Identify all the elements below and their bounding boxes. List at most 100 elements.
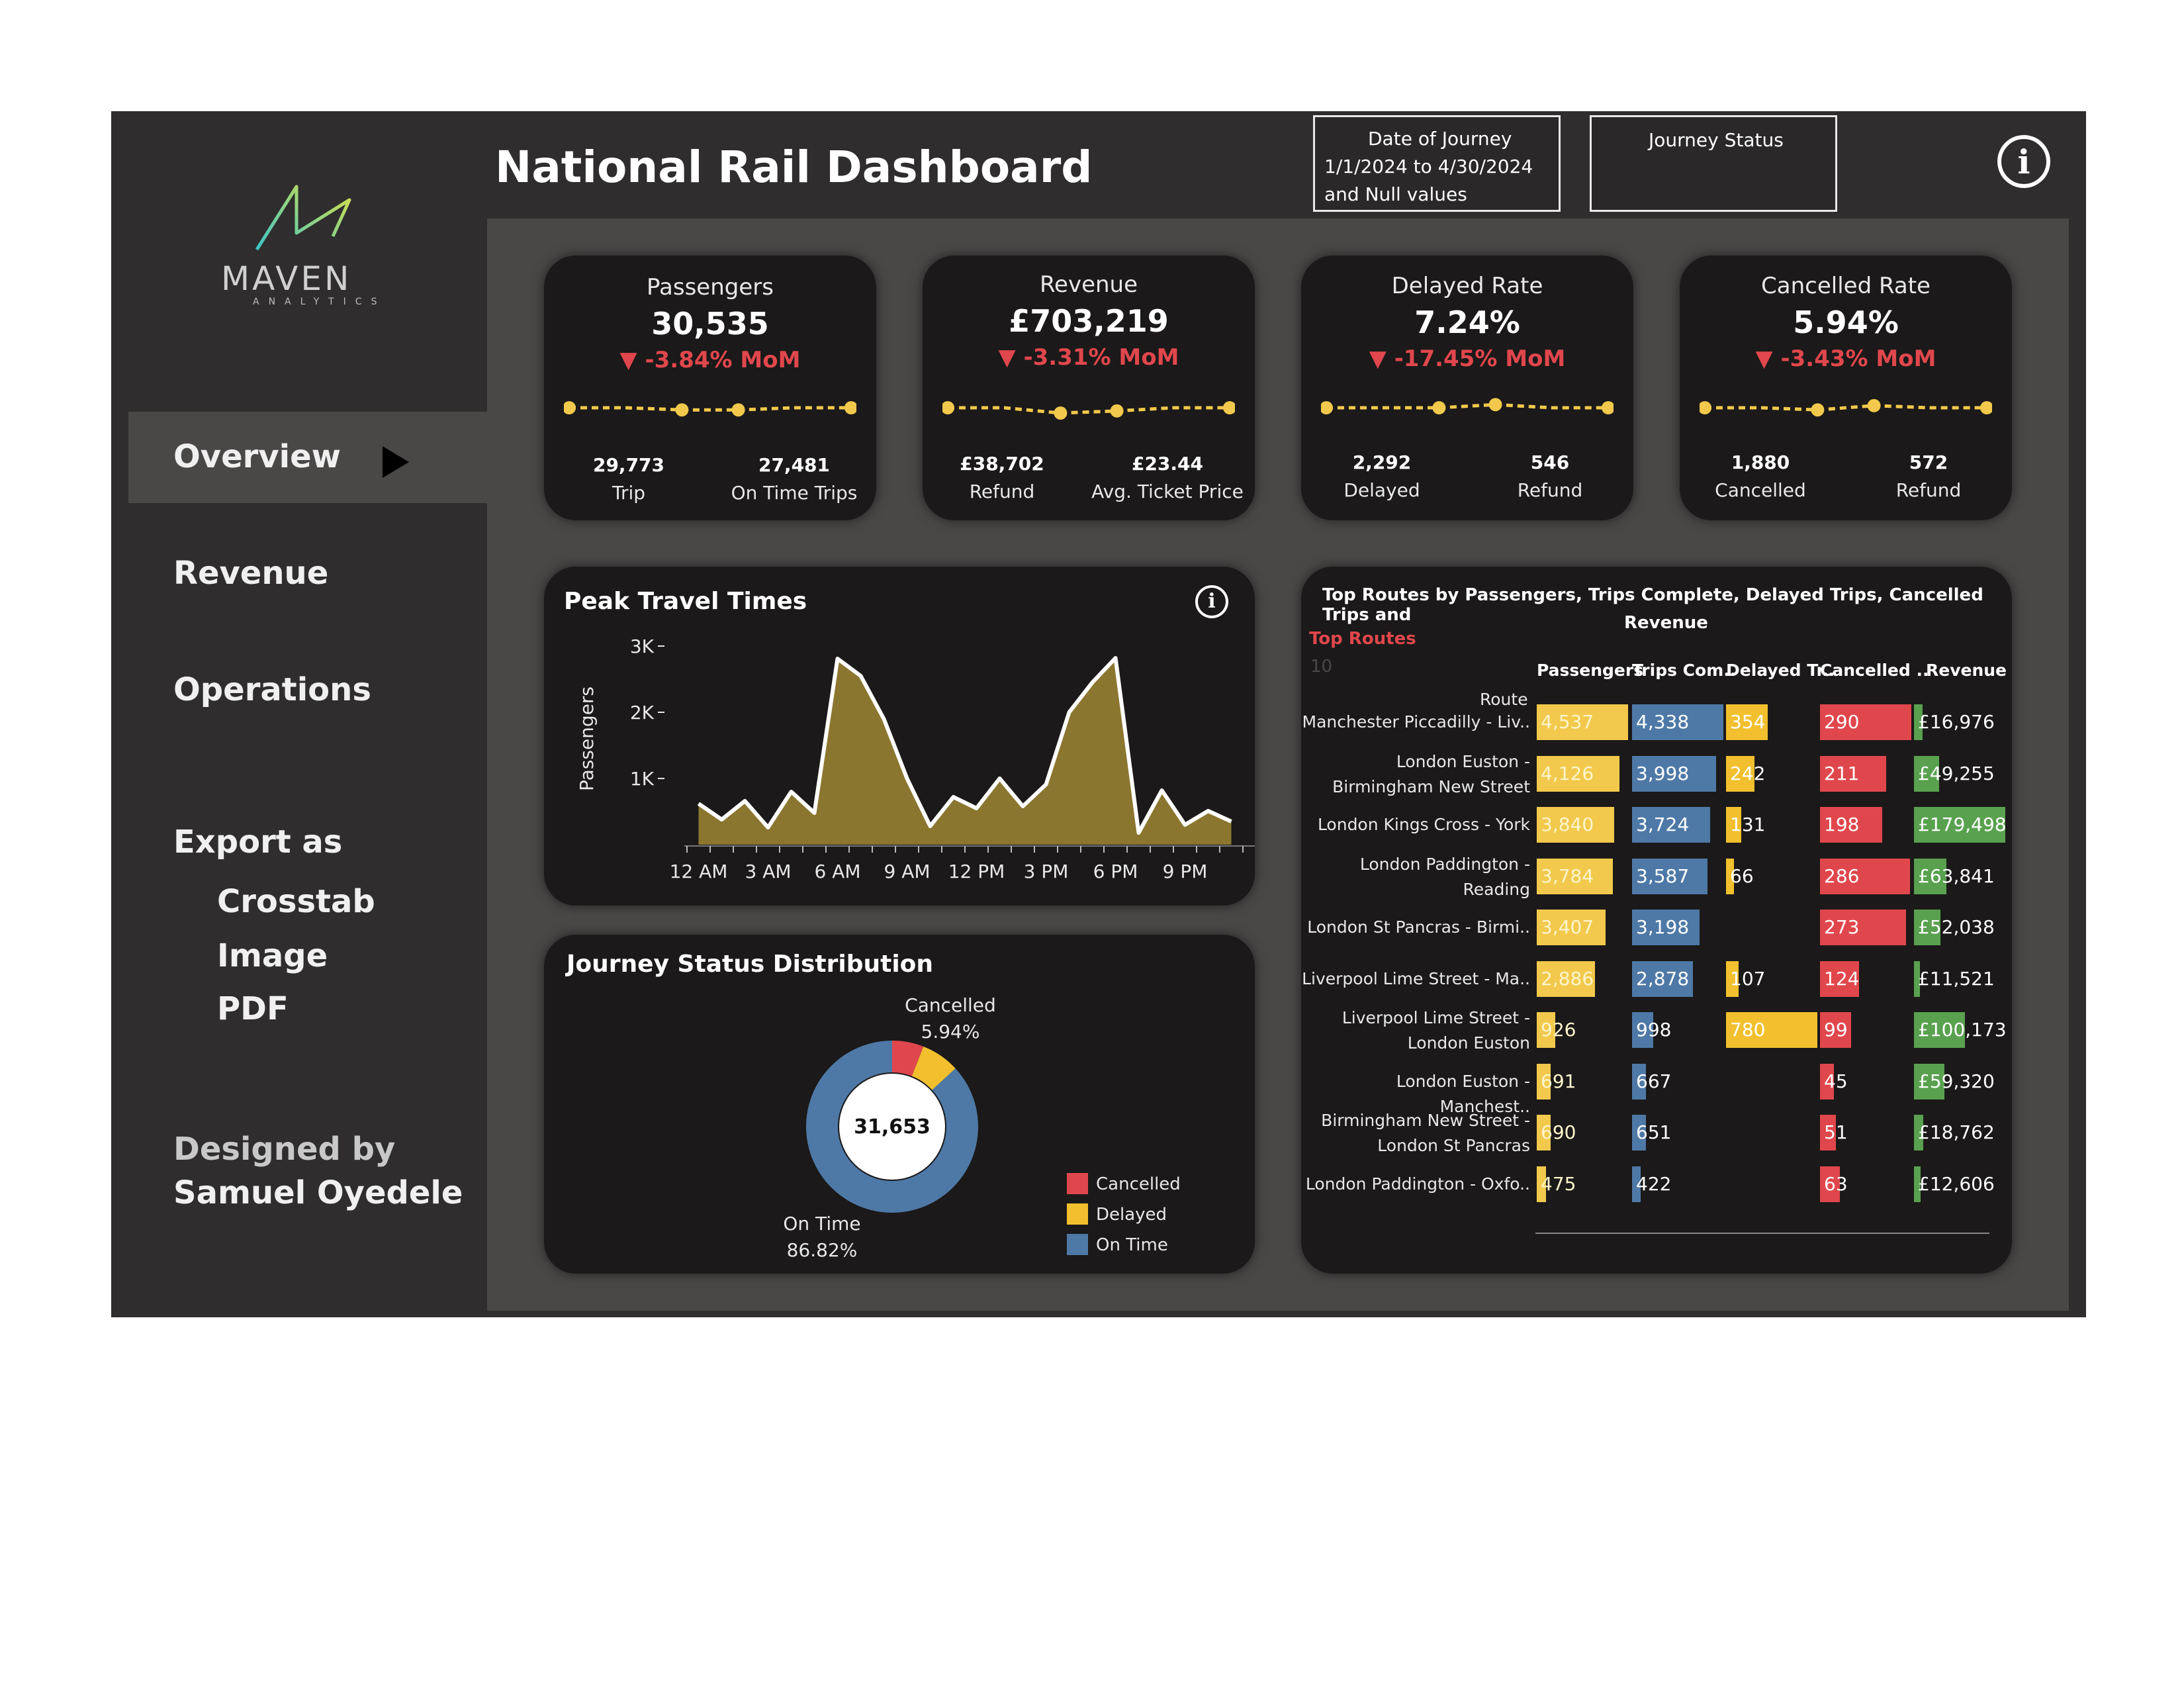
journey-status-filter[interactable]: Journey Status — [1590, 115, 1837, 212]
kpi-title: Cancelled Rate — [1761, 273, 1931, 299]
bar-trips[interactable] — [1632, 858, 1708, 894]
nav-operations[interactable]: Operations — [173, 671, 371, 708]
export-image[interactable]: Image — [217, 937, 328, 974]
date-filter-null: and Null values — [1324, 183, 1467, 205]
bar-passengers[interactable] — [1537, 807, 1614, 843]
down-triangle-icon: ▼ — [619, 347, 645, 373]
nav-revenue[interactable]: Revenue — [173, 555, 329, 592]
kpi-card-revenue: Revenue £703,219 ▼ -3.31% MoM £38,702 Re… — [923, 256, 1255, 520]
bar-label-trips: 3,998 — [1636, 762, 1690, 784]
bar-delayed[interactable] — [1726, 755, 1754, 792]
bar-cancelled[interactable] — [1820, 910, 1906, 945]
bar-cancelled[interactable] — [1820, 1063, 1835, 1100]
spark-point — [1110, 404, 1124, 418]
export-pdf[interactable]: PDF — [217, 990, 289, 1027]
route-name-line2: London St Pancras — [1377, 1136, 1530, 1155]
donut-center — [839, 1074, 945, 1180]
route-name-line2: London Euston — [1407, 1033, 1530, 1053]
bar-cancelled[interactable] — [1820, 1166, 1840, 1202]
bar-trips[interactable] — [1632, 807, 1711, 843]
bar-passengers[interactable] — [1537, 704, 1628, 740]
designed-by-label: Designed by — [173, 1131, 396, 1168]
bar-delayed[interactable] — [1726, 961, 1739, 997]
bar-revenue[interactable] — [1914, 961, 1920, 997]
x-tick-label: 9 AM — [884, 861, 930, 882]
export-crosstab[interactable]: Crosstab — [217, 883, 375, 920]
bar-passengers[interactable] — [1537, 755, 1620, 792]
bar-label-cancelled: 124 — [1824, 967, 1860, 990]
column-header[interactable]: Cancelled .. — [1820, 661, 1929, 680]
donut-slice-cancelled[interactable] — [892, 1041, 924, 1076]
bar-revenue[interactable] — [1914, 910, 1940, 945]
bar-trips[interactable] — [1632, 704, 1723, 740]
nav-overview[interactable]: Overview — [173, 438, 341, 475]
bar-label-revenue: £11,521 — [1918, 967, 1995, 990]
bar-delayed[interactable] — [1726, 807, 1742, 843]
down-triangle-icon: ▼ — [998, 344, 1024, 371]
bar-trips[interactable] — [1632, 1012, 1653, 1048]
spark-point — [1223, 401, 1235, 414]
bar-cancelled[interactable] — [1820, 1012, 1852, 1048]
bar-delayed[interactable] — [1726, 704, 1768, 740]
bar-cancelled[interactable] — [1820, 704, 1911, 740]
kpi-sub1-number: 1,880 — [1731, 451, 1790, 473]
bar-revenue[interactable] — [1914, 1115, 1924, 1150]
bar-delayed[interactable] — [1726, 1012, 1817, 1048]
bar-cancelled[interactable] — [1820, 858, 1911, 894]
info-icon[interactable]: i — [1997, 135, 2050, 188]
ontime-label: On Time — [783, 1213, 860, 1235]
bar-label-delayed: 242 — [1730, 762, 1766, 784]
bar-revenue[interactable] — [1914, 1166, 1921, 1202]
date-filter[interactable]: Date of Journey 1/1/2024 to 4/30/2024 an… — [1313, 115, 1561, 212]
x-tick-label: 12 AM — [670, 861, 728, 882]
panel-title: Peak Travel Times — [564, 588, 807, 615]
bar-trips[interactable] — [1632, 755, 1717, 792]
bar-cancelled[interactable] — [1820, 1115, 1837, 1150]
route-label: London Euston - Manchest.. — [1301, 1069, 1530, 1119]
column-header[interactable]: Revenue — [1926, 661, 2007, 680]
bar-revenue[interactable] — [1914, 1063, 1944, 1100]
bar-revenue[interactable] — [1914, 704, 1923, 740]
bar-label-revenue: £12,606 — [1918, 1172, 1995, 1195]
bar-delayed[interactable] — [1726, 858, 1734, 894]
kpi-sub2-label: Refund — [1895, 479, 1962, 501]
bar-cancelled[interactable] — [1820, 807, 1883, 843]
bar-passengers[interactable] — [1537, 961, 1595, 997]
bar-revenue[interactable] — [1914, 807, 2005, 843]
bar-passengers[interactable] — [1537, 858, 1614, 894]
column-header[interactable]: Delayed Tr.. — [1726, 661, 1835, 680]
top-routes-panel: Top Routes by Passengers, Trips Complete… — [1301, 567, 2012, 1274]
bar-cancelled[interactable] — [1820, 961, 1859, 997]
bar-passengers[interactable] — [1537, 1166, 1547, 1202]
logo-subtext: ANALYTICS — [253, 297, 387, 307]
bar-trips[interactable] — [1632, 1166, 1641, 1202]
bar-label-revenue: £100,173 — [1918, 1019, 2007, 1041]
bar-revenue[interactable] — [1914, 755, 1939, 792]
bar-passengers[interactable] — [1537, 910, 1606, 945]
bar-trips[interactable] — [1632, 910, 1700, 945]
bar-revenue[interactable] — [1914, 1012, 1965, 1048]
kpi-mom-text: -3.43% MoM — [1780, 346, 1936, 372]
bar-trips[interactable] — [1632, 1063, 1647, 1100]
donut-slice-on-time[interactable] — [806, 1041, 979, 1213]
bar-trips[interactable] — [1632, 1115, 1646, 1150]
bar-trips[interactable] — [1632, 961, 1693, 997]
bar-label-passengers: 926 — [1541, 1019, 1576, 1041]
bar-passengers[interactable] — [1537, 1063, 1551, 1100]
donut-total: 31,653 — [854, 1115, 931, 1139]
cancelled-pct: 5.94% — [921, 1021, 980, 1043]
kpi-value: 7.24% — [1414, 305, 1520, 340]
spark-point — [942, 401, 954, 414]
bar-revenue[interactable] — [1914, 858, 1947, 894]
bar-passengers[interactable] — [1537, 1012, 1556, 1048]
top-n-input[interactable]: 10 — [1310, 657, 1333, 677]
donut-slice-delayed[interactable] — [911, 1046, 956, 1090]
kpi-title: Passengers — [647, 274, 774, 301]
info-icon[interactable]: i — [1195, 585, 1228, 618]
kpi-card-cancelled-rate: Cancelled Rate 5.94% ▼ -3.43% MoM 1,880 … — [1680, 256, 2012, 520]
column-header[interactable]: Passengers — [1537, 661, 1644, 680]
spark-point — [1700, 401, 1711, 414]
bar-cancelled[interactable] — [1820, 755, 1887, 792]
bar-passengers[interactable] — [1537, 1115, 1551, 1150]
column-header[interactable]: Trips Com.. — [1632, 661, 1737, 680]
